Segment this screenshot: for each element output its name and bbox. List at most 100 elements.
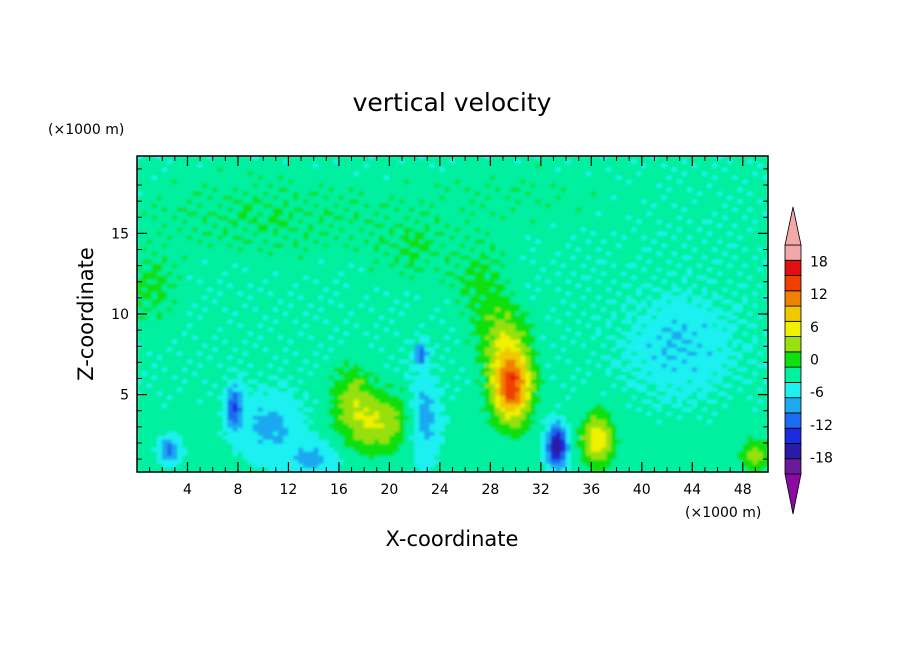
heatmap-cell — [454, 191, 461, 197]
heatmap-cell — [278, 179, 284, 185]
heatmap-cell — [439, 467, 446, 472]
heatmap-cell — [283, 403, 289, 409]
heatmap-cell — [252, 303, 259, 309]
heatmap-cell — [429, 183, 436, 189]
heatmap-cell — [217, 287, 224, 293]
heatmap-cell — [182, 211, 188, 217]
heatmap-cell — [272, 339, 279, 345]
heatmap-cell — [338, 447, 345, 453]
heatmap-cell — [137, 339, 143, 345]
heatmap-cell — [156, 403, 163, 409]
heatmap-cell — [187, 379, 193, 385]
heatmap-cell — [222, 243, 229, 249]
chart-title: vertical velocity — [353, 88, 552, 117]
heatmap-cell — [384, 303, 390, 309]
heatmap-cell — [449, 323, 456, 329]
heatmap-cell — [434, 327, 441, 333]
heatmap-cell — [298, 167, 304, 173]
heatmap-cell — [177, 307, 183, 313]
heatmap-cell — [172, 315, 178, 321]
heatmap-cell — [197, 431, 203, 437]
heatmap-cell — [429, 255, 436, 261]
heatmap-cell — [293, 243, 299, 249]
heatmap-cell — [298, 355, 304, 361]
heatmap-cell — [187, 299, 193, 305]
heatmap-cell — [257, 343, 264, 349]
heatmap-cell — [222, 387, 229, 393]
heatmap-cell — [156, 315, 163, 321]
heatmap-cell — [182, 159, 188, 165]
heatmap-cell — [141, 167, 148, 173]
heatmap-cell — [424, 219, 431, 225]
heatmap-cell — [197, 463, 203, 469]
heatmap-cell — [389, 231, 395, 237]
heatmap-cell — [267, 171, 274, 177]
heatmap-cell — [368, 215, 375, 221]
heatmap-cell — [404, 343, 410, 349]
heatmap-cell — [348, 307, 355, 313]
heatmap-cell — [358, 319, 365, 325]
heatmap-cell — [353, 243, 360, 249]
heatmap-cell — [343, 423, 350, 429]
heatmap-cell — [343, 415, 350, 421]
heatmap-cell — [394, 183, 400, 189]
heatmap-cell — [439, 359, 446, 365]
heatmap-cell — [272, 363, 279, 369]
heatmap-cell — [449, 439, 456, 445]
heatmap-cell — [242, 399, 249, 405]
heatmap-cell — [414, 159, 420, 165]
heatmap-cell — [303, 231, 309, 237]
heatmap-cell — [429, 267, 436, 273]
heatmap-cell — [318, 159, 325, 165]
heatmap-cell — [247, 311, 254, 317]
heatmap-cell — [394, 347, 400, 353]
heatmap-cell — [272, 391, 279, 397]
heatmap-cell — [308, 199, 314, 205]
heatmap-cell — [217, 443, 224, 449]
heatmap-cell — [323, 403, 330, 409]
heatmap-cell — [262, 355, 269, 361]
heatmap-cell — [252, 463, 259, 469]
heatmap-cell — [202, 239, 208, 245]
heatmap-cell — [247, 407, 254, 413]
heatmap-cell — [384, 323, 390, 329]
heatmap-cell — [449, 267, 456, 273]
heatmap-cell — [278, 367, 284, 373]
heatmap-cell — [394, 219, 400, 225]
heatmap-cell — [298, 275, 304, 281]
heatmap-cell — [298, 351, 304, 357]
heatmap-cell — [338, 243, 345, 249]
heatmap-cell — [192, 271, 198, 277]
heatmap-cell — [146, 219, 153, 225]
heatmap-cell — [252, 291, 259, 297]
heatmap-cell — [232, 279, 239, 285]
heatmap-cell — [379, 251, 385, 257]
heatmap-cell — [328, 315, 335, 321]
heatmap-cell — [419, 167, 426, 173]
heatmap-cell — [384, 447, 390, 453]
heatmap-cell — [161, 359, 168, 365]
heatmap-cell — [252, 167, 259, 173]
heatmap-cell — [379, 156, 385, 161]
heatmap-cell — [227, 355, 234, 361]
heatmap-cell — [146, 319, 153, 325]
heatmap-cell — [399, 363, 405, 369]
heatmap-cell — [272, 415, 279, 421]
heatmap-cell — [227, 427, 234, 433]
heatmap-cell — [217, 156, 224, 161]
heatmap-cell — [323, 259, 330, 265]
heatmap-cell — [202, 191, 208, 197]
heatmap-cell — [242, 423, 249, 429]
heatmap-cell — [166, 299, 173, 305]
heatmap-cell — [429, 347, 436, 353]
heatmap-cell — [308, 187, 314, 193]
heatmap-cell — [237, 415, 244, 421]
heatmap-cell — [389, 191, 395, 197]
heatmap-cell — [172, 299, 178, 305]
heatmap-cell — [338, 283, 345, 289]
heatmap-cell — [202, 156, 208, 161]
heatmap-cell — [151, 391, 158, 397]
heatmap-cell — [343, 311, 350, 317]
heatmap-cell — [187, 339, 193, 345]
heatmap-cell — [293, 435, 299, 441]
